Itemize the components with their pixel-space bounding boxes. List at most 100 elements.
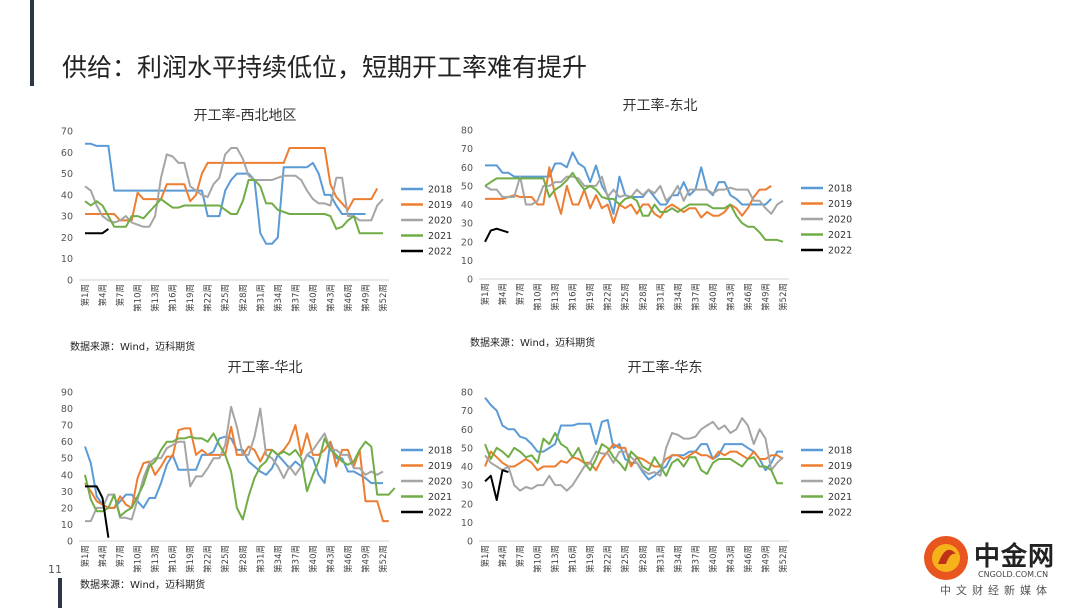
series-line-2020 (85, 405, 384, 523)
series-line-2022 (85, 228, 109, 235)
page-number: 11 (48, 563, 62, 576)
data-source-northeast: 数据来源：Wind，迈科期货 (470, 338, 596, 349)
x-tick-label: 第43周 (325, 284, 336, 312)
y-tick-label: 40 (61, 190, 73, 201)
y-tick-label: 70 (461, 406, 473, 417)
legend-label-2019: 2019 (428, 461, 452, 472)
x-tick-label: 第16周 (168, 284, 179, 312)
page-number-bar (58, 578, 62, 608)
y-tick-label: 30 (461, 481, 473, 492)
y-tick-label: 40 (461, 462, 473, 473)
y-tick-label: 30 (61, 212, 73, 223)
y-tick-label: 90 (61, 388, 73, 399)
x-tick-label: 第4周 (498, 283, 509, 305)
y-tick-label: 70 (61, 127, 73, 138)
y-tick-label: 30 (61, 487, 73, 498)
x-tick-label: 第52周 (378, 545, 389, 573)
y-tick-label: 60 (461, 163, 473, 174)
y-tick-label: 20 (61, 503, 73, 514)
chart-title: 开工率-华东 (627, 359, 702, 376)
x-tick-label: 第22周 (603, 283, 614, 311)
y-tick-label: 60 (461, 425, 473, 436)
legend-label-2020: 2020 (828, 215, 852, 226)
y-tick-label: 20 (461, 499, 473, 510)
x-tick-label: 第34周 (273, 284, 284, 312)
series-line-2019 (85, 147, 379, 222)
x-tick-label: 第10周 (133, 545, 144, 573)
x-tick-label: 第19周 (585, 545, 596, 573)
chart-east-china: 开工率-华东 0 10 20 30 40 50 60 70 80 第1周 第4周 第7周 第10周 第13周… (461, 359, 852, 573)
x-tick-label: 第25周 (220, 284, 231, 312)
x-tick-label: 第10周 (133, 284, 144, 312)
series-line-2019 (84, 424, 389, 523)
logo-emblem-icon (924, 536, 968, 580)
legend-label-2021: 2021 (428, 492, 452, 503)
y-tick-label: 70 (461, 144, 473, 155)
x-tick-label: 第25周 (620, 545, 631, 573)
legend-label-2018: 2018 (428, 446, 452, 457)
series-line-2020 (484, 417, 784, 492)
series-line-2020 (484, 175, 784, 215)
x-tick-label: 第7周 (515, 545, 526, 567)
y-tick-label: 0 (67, 537, 73, 548)
x-tick-label: 第37周 (690, 545, 701, 573)
data-source-northwest: 数据来源：Wind，迈科期货 (70, 342, 196, 353)
y-tick-label: 0 (467, 275, 473, 286)
x-tick-label: 第1周 (80, 545, 91, 567)
legend-label-2021: 2021 (428, 231, 452, 242)
x-tick-label: 第49周 (360, 545, 371, 573)
series-line-2021 (484, 171, 784, 243)
x-tick-label: 第10周 (533, 545, 544, 573)
x-tick-label: 第37周 (290, 284, 301, 312)
x-tick-label: 第40周 (708, 283, 719, 311)
legend-label-2022: 2022 (828, 246, 852, 257)
y-tick-label: 60 (61, 148, 73, 159)
x-tick-label: 第7周 (515, 283, 526, 305)
chart-northeast: 开工率-东北 0 10 20 30 40 50 60 70 80 第1周 第4周 第7周 第10周 第13周… (461, 97, 852, 311)
series-line-2019 (485, 166, 772, 225)
legend-label-2020: 2020 (428, 216, 452, 227)
x-tick-label: 第52周 (778, 545, 789, 573)
series-line-2019 (484, 443, 784, 472)
y-tick-label: 30 (461, 219, 473, 230)
series-line-2022 (85, 485, 110, 538)
logo-tagline: 中文财经新媒体 (940, 584, 1052, 597)
chart-northwest: 开工率-西北地区 0 10 20 30 40 50 60 70 第1周 第4周 第7周 第10周 第13周… (61, 107, 452, 312)
legend-label-2021: 2021 (828, 492, 852, 503)
x-tick-label: 第19周 (185, 284, 196, 312)
x-tick-label: 第31周 (255, 545, 266, 573)
x-tick-label: 第16周 (568, 283, 579, 311)
x-tick-label: 第43周 (725, 283, 736, 311)
y-tick-label: 80 (461, 388, 473, 399)
x-tick-label: 第4周 (498, 545, 509, 567)
series-line-2022 (484, 469, 509, 501)
x-tick-label: 第31周 (655, 545, 666, 573)
x-tick-label: 第37周 (290, 545, 301, 573)
x-tick-label: 第43周 (725, 545, 736, 573)
x-tick-label: 第28周 (238, 545, 249, 573)
x-tick-label: 第52周 (378, 284, 389, 312)
x-tick-label: 第22周 (203, 284, 214, 312)
y-tick-label: 10 (461, 518, 473, 529)
x-tick-label: 第40周 (308, 545, 319, 573)
x-tick-label: 第16周 (568, 545, 579, 573)
x-tick-label: 第4周 (98, 284, 109, 306)
x-tick-label: 第25周 (220, 545, 231, 573)
legend-label-2018: 2018 (828, 446, 852, 457)
y-tick-label: 0 (67, 276, 73, 287)
y-tick-label: 10 (61, 520, 73, 531)
x-tick-label: 第28周 (638, 545, 649, 573)
x-tick-label: 第1周 (480, 545, 491, 567)
y-tick-label: 10 (461, 256, 473, 267)
x-tick-label: 第1周 (80, 284, 91, 306)
x-tick-label: 第10周 (533, 283, 544, 311)
legend-label-2018: 2018 (828, 184, 852, 195)
chart-title: 开工率-华北 (227, 359, 302, 376)
chart-title: 开工率-西北地区 (193, 107, 296, 124)
y-tick-label: 50 (61, 169, 73, 180)
x-tick-label: 第16周 (168, 545, 179, 573)
x-tick-label: 第19周 (585, 283, 596, 311)
series-line-2018 (484, 396, 783, 481)
legend-label-2022: 2022 (428, 508, 452, 519)
